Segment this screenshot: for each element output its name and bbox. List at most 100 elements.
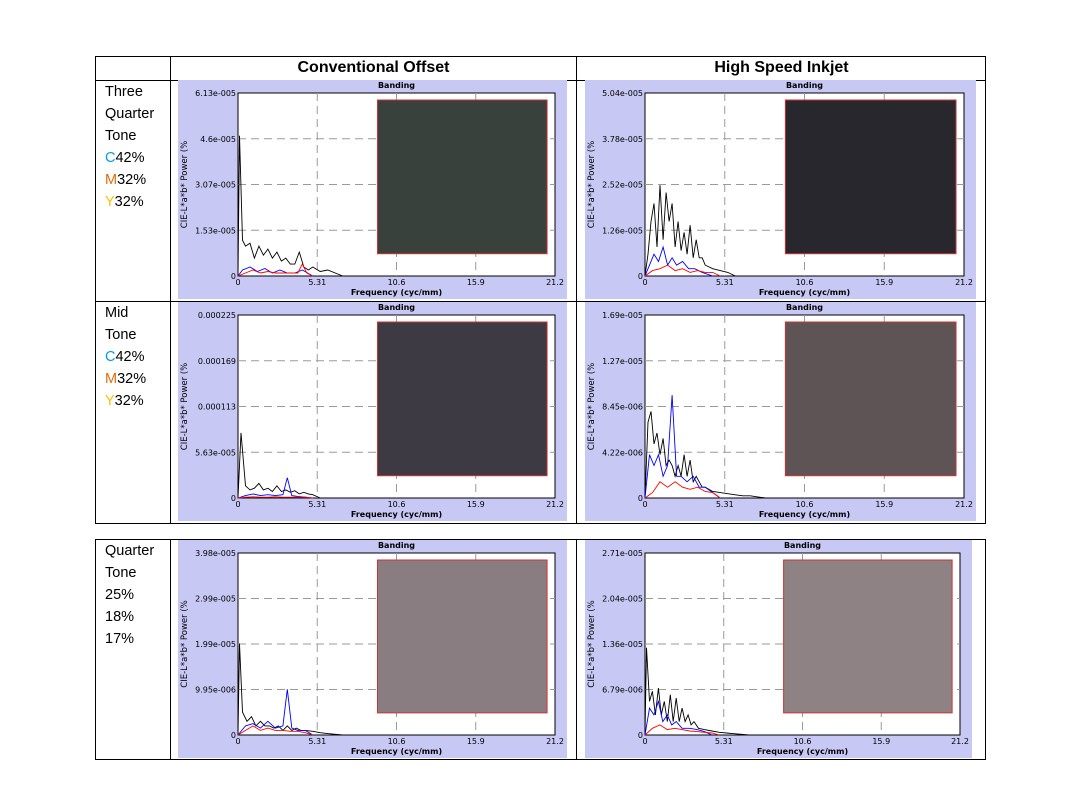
x-tick-label: 21.2 <box>951 737 969 746</box>
banding-chart-panel: Banding 0 5.31 10.6 15.9 21.2 0 9.95e-006 1.99e-… <box>178 540 567 758</box>
x-tick-label: 15.9 <box>875 278 893 287</box>
sample-swatch <box>783 559 953 714</box>
y-tick-label: 2.04e-005 <box>602 595 643 604</box>
table-divider <box>170 539 171 760</box>
series-line-black <box>237 135 343 277</box>
x-tick-label: 10.6 <box>796 500 814 509</box>
banding-chart-panel: Banding 0 5.31 10.6 15.9 21.2 0 4.22e-006 8.45e-… <box>585 302 976 521</box>
row-label-line: 18% <box>105 609 135 625</box>
x-tick-label: 0 <box>642 278 647 287</box>
y-tick-label: 3.78e-005 <box>602 135 643 144</box>
series-line-red <box>644 264 721 277</box>
x-tick-label: 21.2 <box>546 278 564 287</box>
series-line-red <box>237 725 313 736</box>
banding-chart-panel: Banding 0 5.31 10.6 15.9 21.2 0 5.63e-005 0.0001… <box>178 302 567 521</box>
chart-title: Banding <box>786 81 823 90</box>
y-tick-label: 0 <box>231 272 236 281</box>
x-tick-label: 5.31 <box>308 737 326 746</box>
y-tick-label: 5.04e-005 <box>602 89 643 98</box>
sample-swatch <box>376 559 548 714</box>
sample-swatch <box>376 99 548 255</box>
y-axis-label: CIE-L*a*b* Power (% <box>587 363 597 450</box>
series-line-blue <box>237 266 314 277</box>
ink-value: 32% <box>114 194 144 210</box>
series-line-red <box>237 496 313 499</box>
banding-chart-panel: Banding 0 5.31 10.6 15.9 21.2 0 1.26e-005 2.52e-… <box>585 80 976 299</box>
ink-percentage: Y32% <box>105 390 146 412</box>
row-label-line: Three <box>105 84 143 100</box>
series-line-blue <box>237 477 313 499</box>
x-axis-label: Frequency (cyc/mm) <box>351 747 442 756</box>
ink-value: 42% <box>115 349 145 365</box>
row-label-mid-tone: Mid Tone C42% M32% Y32% <box>105 302 146 412</box>
banding-chart: Banding 0 5.31 10.6 15.9 21.2 0 1.53e-005 3.07e-… <box>178 80 567 299</box>
sample-swatch <box>376 321 548 477</box>
row-label-line: 17% <box>105 631 135 647</box>
y-tick-label: 0.000225 <box>198 311 236 320</box>
banding-chart: Banding 0 5.31 10.6 15.9 21.2 0 6.79e-006 1.36e-… <box>585 540 972 758</box>
x-tick-label: 10.6 <box>388 278 406 287</box>
series-line-black <box>644 185 736 277</box>
ink-value: 42% <box>115 150 145 166</box>
chart-title: Banding <box>378 541 415 550</box>
ink-value: 32% <box>117 172 147 188</box>
x-tick-label: 5.31 <box>308 500 326 509</box>
y-tick-label: 1.27e-005 <box>602 357 643 366</box>
y-tick-label: 8.45e-006 <box>602 403 643 412</box>
series-line-red <box>644 481 721 499</box>
row-label-three-quarter-tone: Three Quarter Tone C42% M32% Y32% <box>105 81 154 213</box>
y-tick-label: 0.000113 <box>198 403 236 412</box>
series-line-blue <box>644 245 713 277</box>
ink-letter: Y <box>105 393 115 409</box>
y-tick-label: 2.71e-005 <box>602 549 643 558</box>
column-header-inkjet: High Speed Inkjet <box>714 59 849 76</box>
x-tick-label: 15.9 <box>467 737 485 746</box>
row-label-line: Quarter <box>105 543 155 559</box>
ink-percentage: M32% <box>105 368 146 390</box>
ink-letter: C <box>105 349 116 365</box>
y-axis-label: CIE-L*a*b* Power (% <box>587 600 597 687</box>
table-divider <box>576 539 577 760</box>
x-tick-label: 0 <box>642 737 647 746</box>
y-axis-label: CIE-L*a*b* Power (% <box>587 141 597 228</box>
row-label-line: Tone <box>105 128 137 144</box>
ink-percentage: Y32% <box>105 191 154 213</box>
y-tick-label: 1.53e-005 <box>195 226 236 235</box>
x-tick-label: 21.2 <box>955 278 973 287</box>
x-tick-label: 5.31 <box>715 737 733 746</box>
x-tick-label: 0 <box>235 737 240 746</box>
table-divider <box>95 301 986 302</box>
row-label-line: Quarter <box>105 106 155 122</box>
series-line-black <box>644 647 750 736</box>
y-tick-label: 1.99e-005 <box>195 640 236 649</box>
ink-letter: C <box>105 150 116 166</box>
table-divider <box>576 56 577 524</box>
y-tick-label: 4.22e-006 <box>602 448 643 457</box>
banding-chart: Banding 0 5.31 10.6 15.9 21.2 0 5.63e-005 0.0001… <box>178 302 567 521</box>
sample-swatch <box>784 99 957 255</box>
series-line-black <box>237 643 343 736</box>
y-tick-label: 6.13e-005 <box>195 89 236 98</box>
chart-title: Banding <box>378 303 415 312</box>
x-axis-label: Frequency (cyc/mm) <box>351 288 442 297</box>
chart-title: Banding <box>786 303 823 312</box>
x-tick-label: 0 <box>642 500 647 509</box>
y-tick-label: 9.95e-006 <box>195 686 236 695</box>
y-tick-label: 3.07e-005 <box>195 181 236 190</box>
y-tick-label: 2.99e-005 <box>195 595 236 604</box>
y-tick-label: 0 <box>231 494 236 503</box>
ink-letter: Y <box>105 194 115 210</box>
series-line-red <box>644 724 720 736</box>
x-tick-label: 10.6 <box>796 278 814 287</box>
banding-chart: Banding 0 5.31 10.6 15.9 21.2 0 1.26e-005 2.52e-… <box>585 80 976 299</box>
x-tick-label: 10.6 <box>388 500 406 509</box>
series-line-black <box>644 411 766 499</box>
ink-percentage: M32% <box>105 169 154 191</box>
comparison-table-top <box>95 56 986 524</box>
y-tick-label: 3.98e-005 <box>195 549 236 558</box>
banding-chart-panel: Banding 0 5.31 10.6 15.9 21.2 0 6.79e-006 1.36e-… <box>585 540 972 758</box>
y-tick-label: 0 <box>638 494 643 503</box>
x-tick-label: 0 <box>235 500 240 509</box>
x-tick-label: 10.6 <box>794 737 812 746</box>
x-axis-label: Frequency (cyc/mm) <box>759 288 850 297</box>
